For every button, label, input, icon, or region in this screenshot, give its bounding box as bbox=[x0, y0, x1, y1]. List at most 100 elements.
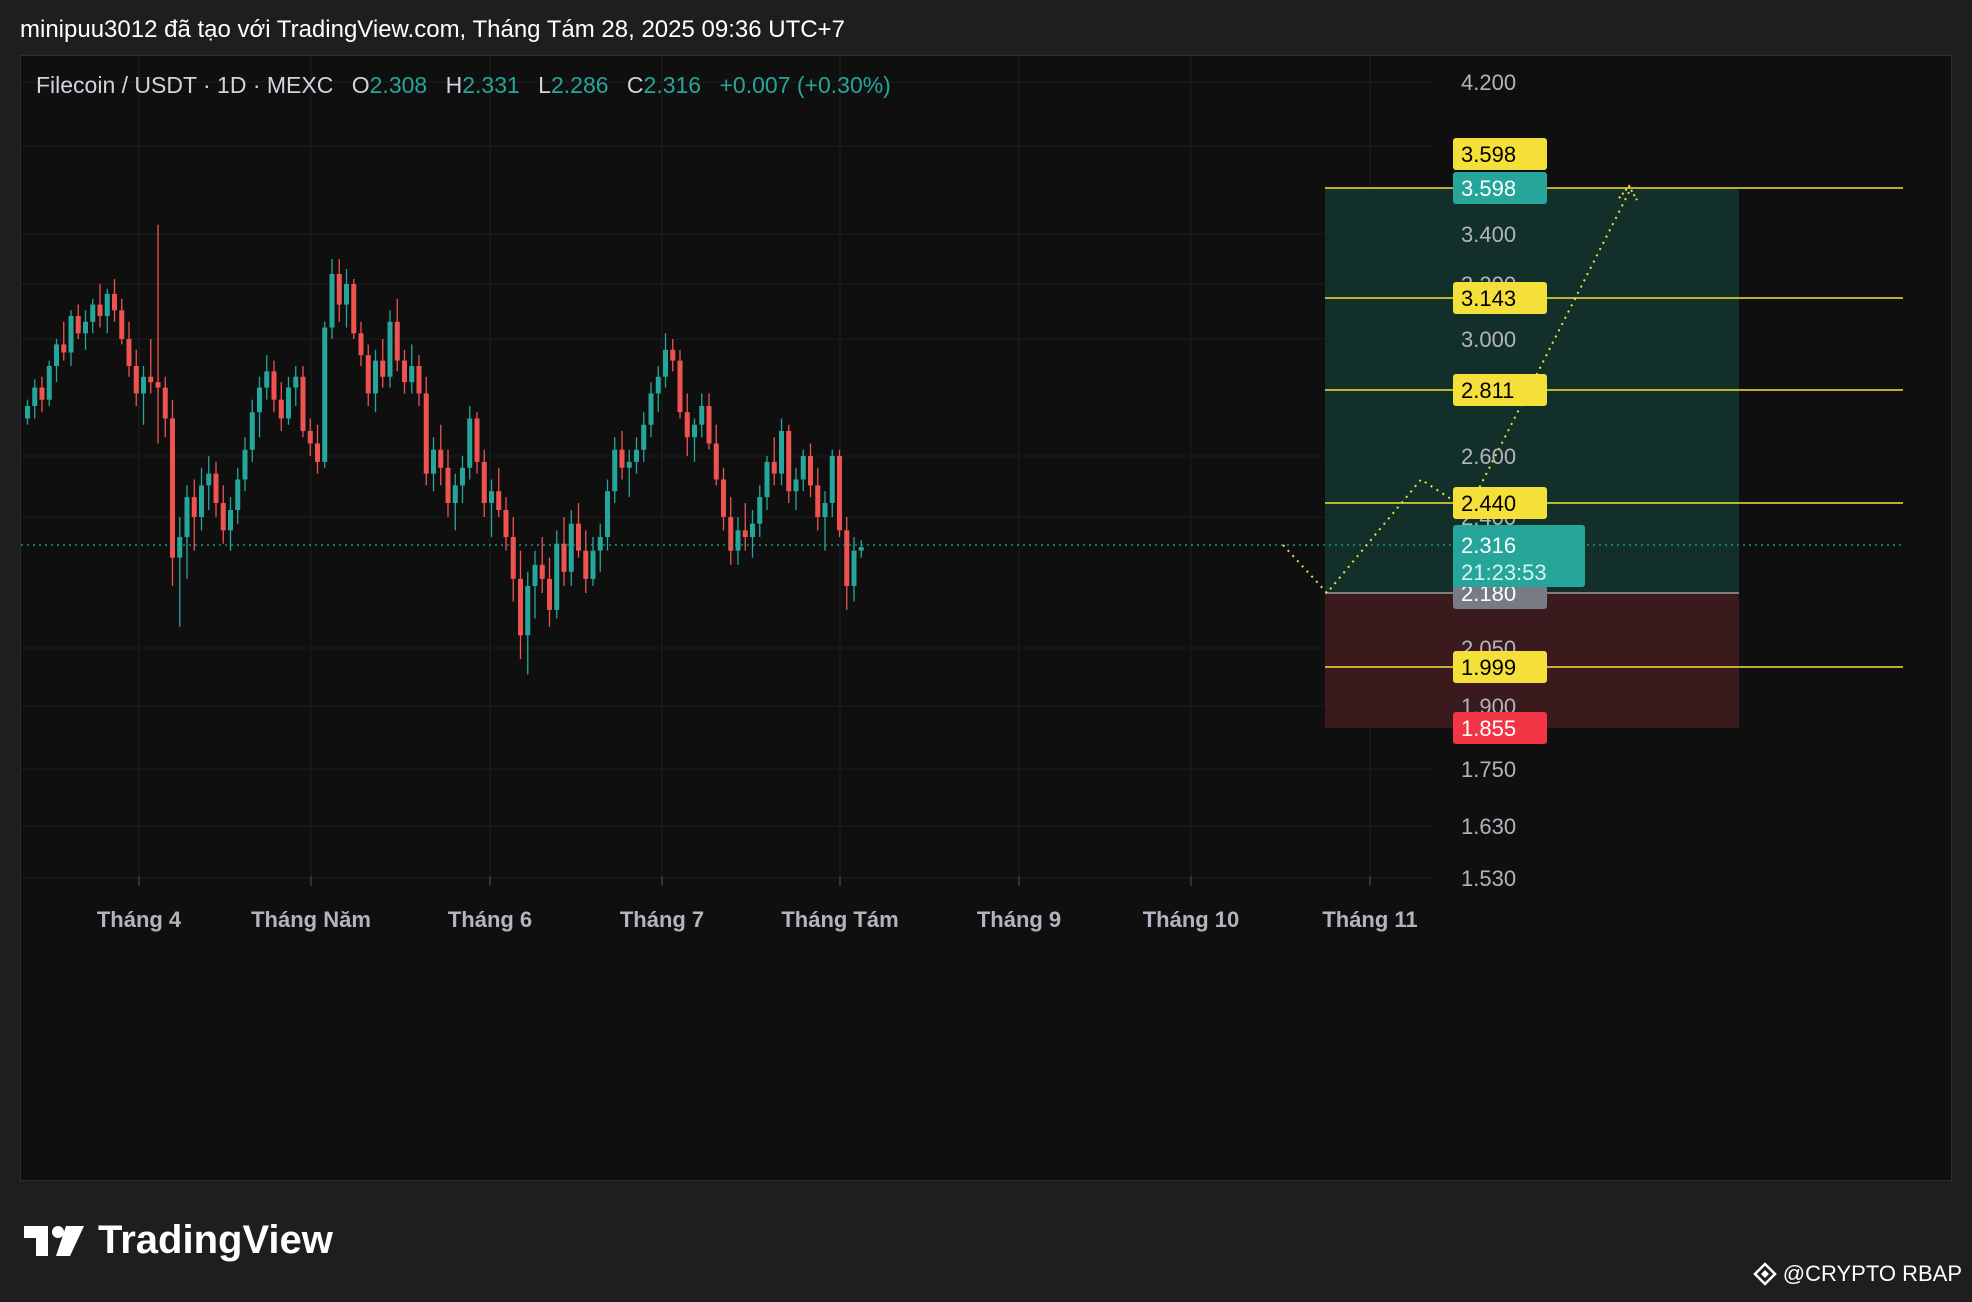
candle-body bbox=[257, 387, 262, 413]
credit-text: @CRYPTO RBAP bbox=[1782, 1261, 1962, 1286]
candle bbox=[199, 467, 204, 531]
candle bbox=[800, 449, 806, 492]
candle bbox=[213, 461, 219, 517]
candle-body bbox=[858, 547, 864, 551]
target-tag-bg bbox=[1453, 172, 1547, 204]
candle bbox=[126, 321, 132, 377]
candle-body bbox=[438, 449, 444, 468]
candle bbox=[699, 393, 705, 438]
candle-body bbox=[460, 467, 465, 486]
target-tag-upper: 3.598 bbox=[1453, 138, 1547, 170]
candle bbox=[829, 449, 835, 517]
candle bbox=[249, 399, 255, 462]
candle-body bbox=[329, 274, 335, 328]
candle-body bbox=[300, 376, 306, 431]
candle bbox=[641, 412, 647, 462]
candle bbox=[576, 503, 581, 558]
candle-body bbox=[576, 523, 581, 551]
candle bbox=[568, 510, 574, 586]
candle-body bbox=[416, 365, 422, 394]
target-tag-text: 3.598 bbox=[1461, 176, 1516, 201]
candle-body bbox=[474, 418, 480, 462]
candle bbox=[191, 479, 197, 551]
candle-body bbox=[735, 530, 741, 551]
candle bbox=[271, 360, 277, 413]
candlestick-chart[interactable]: 4.2003.8003.4003.2003.0002.6002.4002.050… bbox=[21, 56, 1953, 1182]
candle-body bbox=[503, 510, 509, 537]
candle bbox=[402, 349, 407, 394]
candle bbox=[119, 298, 125, 345]
level-tag: 1.999 bbox=[1453, 651, 1547, 683]
time-tick-label: Tháng 6 bbox=[448, 907, 532, 932]
candle-body bbox=[358, 333, 364, 356]
candle-body bbox=[177, 537, 183, 558]
price-tick-label: 2.600 bbox=[1461, 444, 1516, 469]
tradingview-logo[interactable]: TradingView bbox=[22, 1218, 333, 1263]
symbol-label[interactable]: Filecoin / USDT · 1D · MEXC bbox=[36, 72, 334, 98]
candle bbox=[293, 365, 299, 406]
candles bbox=[25, 224, 864, 675]
candle bbox=[518, 550, 523, 660]
time-tick-label: Tháng 10 bbox=[1143, 907, 1240, 932]
candle-body bbox=[663, 349, 668, 377]
candle bbox=[539, 537, 545, 593]
candle-body bbox=[278, 399, 284, 419]
candle-body bbox=[90, 304, 96, 322]
candle bbox=[344, 269, 349, 328]
candle-body bbox=[235, 479, 241, 510]
candle bbox=[532, 550, 538, 619]
candle-body bbox=[496, 491, 502, 510]
candle-body bbox=[750, 523, 755, 537]
candle-body bbox=[286, 387, 291, 419]
candle-body bbox=[126, 339, 132, 366]
candle-body bbox=[634, 449, 639, 462]
candle bbox=[206, 456, 212, 510]
low-value: 2.286 bbox=[550, 72, 609, 98]
projection-arrowhead bbox=[1618, 184, 1638, 201]
candle-body bbox=[721, 479, 726, 517]
time-tick-label: Tháng 7 bbox=[620, 907, 704, 932]
candle-body bbox=[822, 503, 828, 517]
close-value: 2.316 bbox=[643, 72, 702, 98]
open-label: O bbox=[351, 72, 370, 98]
candle bbox=[68, 310, 74, 366]
candle bbox=[286, 376, 291, 425]
level-tag: 2.811 bbox=[1453, 374, 1547, 406]
candle bbox=[684, 393, 690, 456]
candle-body bbox=[423, 393, 429, 474]
candle-body bbox=[728, 517, 734, 551]
candle-body bbox=[155, 382, 161, 388]
projection-path bbox=[1282, 184, 1638, 595]
candle bbox=[858, 540, 864, 558]
target-tag-upper-bg bbox=[1453, 138, 1547, 170]
chart-panel[interactable]: 4.2003.8003.4003.2003.0002.6002.4002.050… bbox=[20, 55, 1952, 1181]
target-tag-upper-text: 3.598 bbox=[1461, 142, 1516, 167]
candle bbox=[496, 467, 502, 517]
candle-body bbox=[489, 491, 494, 503]
time-axis[interactable]: Tháng 4 Tháng Năm Tháng 6 Tháng 7 Tháng Tám T… bbox=[97, 876, 1418, 932]
candle-body bbox=[626, 461, 632, 468]
candle-body bbox=[220, 503, 226, 531]
stop-tag-bg bbox=[1453, 712, 1547, 744]
candle-body bbox=[264, 371, 270, 388]
candle bbox=[322, 321, 328, 468]
candle bbox=[597, 523, 603, 572]
projection-polyline bbox=[1282, 191, 1630, 595]
candle-body bbox=[670, 349, 676, 361]
candle-body bbox=[771, 461, 777, 474]
candle-body bbox=[293, 376, 299, 388]
candle-body bbox=[568, 523, 574, 572]
price-tick-label: 4.200 bbox=[1461, 70, 1516, 95]
candle bbox=[228, 497, 233, 551]
candle bbox=[257, 376, 262, 438]
candle bbox=[235, 467, 241, 524]
candle-body bbox=[271, 371, 277, 400]
candle bbox=[133, 349, 139, 406]
candle bbox=[423, 376, 429, 486]
candle-body bbox=[387, 321, 393, 377]
candle-body bbox=[315, 443, 320, 462]
candle bbox=[663, 333, 668, 388]
low-label: L bbox=[538, 72, 551, 98]
candle bbox=[822, 491, 828, 551]
change-value: +0.007 (+0.30%) bbox=[719, 72, 891, 98]
